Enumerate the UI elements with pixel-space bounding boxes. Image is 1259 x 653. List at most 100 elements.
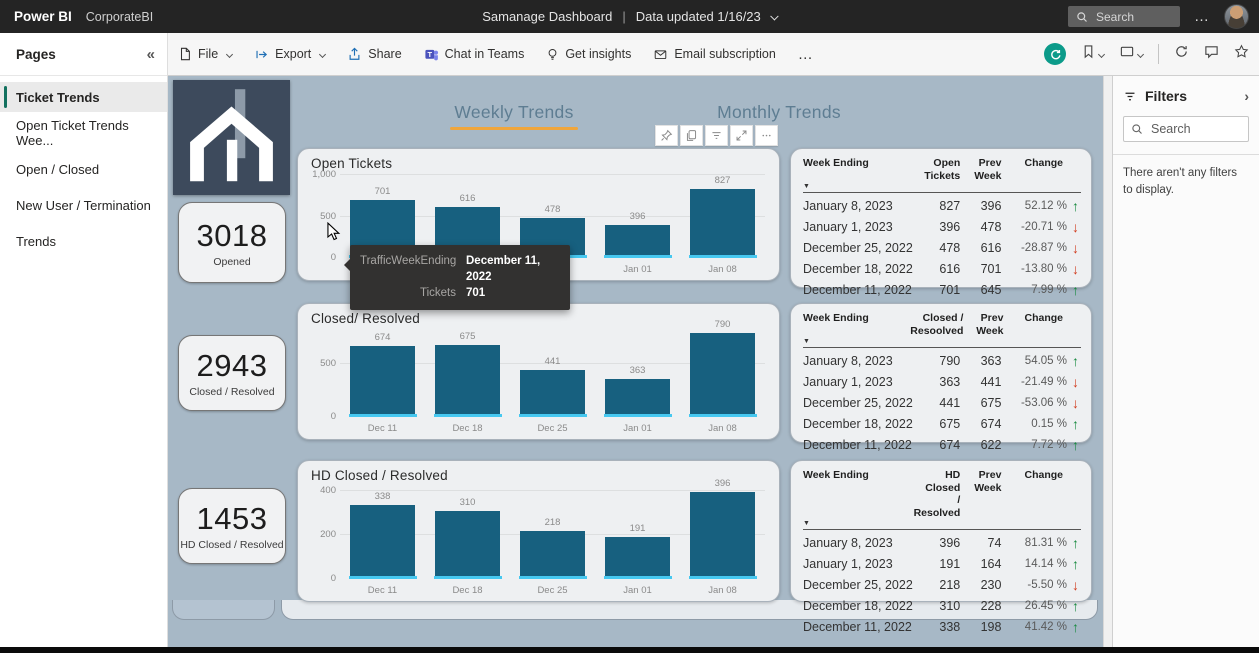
column-header[interactable]: Prev Week — [974, 157, 1002, 182]
pin-visual-icon[interactable] — [655, 125, 678, 146]
bar-jan-08[interactable]: 790 — [680, 319, 765, 417]
kpi-card-hd-closed-resolved[interactable]: 1453 HD Closed / Resolved — [178, 488, 286, 564]
bar[interactable] — [690, 492, 755, 577]
bar-jan-01[interactable]: 363 — [595, 330, 680, 417]
focus-mode-icon[interactable] — [730, 125, 753, 146]
vertical-scrollbar[interactable] — [1103, 76, 1112, 647]
bar-jan-01[interactable]: 191 — [595, 487, 680, 579]
menu-item-email-subscription[interactable]: Email subscription — [653, 47, 776, 61]
bar-jan-08[interactable]: 827 — [680, 175, 765, 258]
table-row[interactable]: December 18, 2022 310 228 26.45 % ↑ — [803, 595, 1081, 616]
visual-more-options-icon[interactable] — [755, 125, 778, 146]
kpi-card-closed-resolved[interactable]: 2943 Closed / Resolved — [178, 335, 286, 411]
sidebar-item-trends[interactable]: Trends — [0, 226, 167, 256]
table-row[interactable]: January 1, 2023 396 478 -20.71 % ↓ — [803, 216, 1081, 237]
sidebar-item-new-user-termination[interactable]: New User / Termination — [0, 190, 167, 220]
export-icon — [254, 48, 269, 61]
table-row[interactable]: December 11, 2022 338 198 41.42 % ↑ — [803, 616, 1081, 637]
bar[interactable] — [605, 225, 670, 256]
bar-jan-01[interactable]: 396 — [595, 175, 680, 258]
column-header[interactable]: Change — [1024, 312, 1063, 324]
bar[interactable] — [605, 537, 670, 577]
tab-weekly-trends[interactable]: Weekly Trends — [444, 102, 584, 130]
table-row[interactable]: January 1, 2023 191 164 14.14 % ↑ — [803, 553, 1081, 574]
bar[interactable] — [520, 531, 585, 577]
refresh-icon[interactable] — [1174, 44, 1189, 64]
menu-item-export[interactable]: Export — [254, 47, 327, 61]
user-avatar[interactable] — [1224, 4, 1249, 29]
table-panel-open-tickets[interactable]: Week Ending Open Tickets Prev Week Change ▼ Jan… — [790, 148, 1092, 297]
copy-visual-icon[interactable] — [680, 125, 703, 146]
column-header[interactable]: Open Tickets — [924, 157, 961, 182]
data-updated-label[interactable]: Data updated 1/16/23 — [635, 9, 761, 24]
column-header[interactable]: Closed / Resoolved — [910, 312, 964, 337]
bar-dec-11[interactable]: 674 — [340, 330, 425, 417]
table-panel-closed-resolved[interactable]: Week Ending Closed / Resoolved Prev Week Chan… — [790, 303, 1092, 452]
arrow-up-icon: ↑ — [1072, 352, 1079, 369]
column-header[interactable]: HD Closed / Resolved — [913, 469, 961, 519]
kpi-card-opened[interactable]: 3018 Opened — [178, 202, 286, 283]
bar[interactable] — [690, 333, 755, 415]
tab-monthly-trends[interactable]: Monthly Trends — [717, 102, 841, 122]
filters-search-input[interactable]: Search — [1123, 116, 1249, 142]
filter-visual-icon[interactable] — [705, 125, 728, 146]
table-panel-hd-closed-resolved[interactable]: Week Ending HD Closed / Resolved Prev Week Ch… — [790, 460, 1092, 634]
table-row[interactable]: January 8, 2023 396 74 81.31 % ↑ — [803, 532, 1081, 553]
table-row[interactable]: January 8, 2023 827 396 52.12 % ↑ — [803, 195, 1081, 216]
table-row[interactable]: December 18, 2022 616 701 -13.80 % ↓ — [803, 258, 1081, 279]
global-search-input[interactable]: Search — [1068, 6, 1180, 27]
collapse-pages-icon[interactable]: « — [146, 45, 155, 63]
bar[interactable] — [435, 511, 500, 577]
bar[interactable] — [350, 504, 415, 577]
column-header[interactable]: Prev Week — [974, 469, 1002, 494]
menu-item-share[interactable]: Share — [347, 47, 402, 61]
bar[interactable] — [690, 189, 755, 256]
menubar-more-icon[interactable]: … — [797, 45, 814, 63]
table-row[interactable]: December 11, 2022 674 622 7.72 % ↑ — [803, 434, 1081, 455]
column-header[interactable]: Change — [1024, 469, 1063, 481]
favorite-star-icon[interactable] — [1234, 44, 1249, 64]
bar-dec-18[interactable]: 675 — [425, 330, 510, 417]
chevron-down-icon[interactable] — [770, 11, 779, 21]
column-header[interactable]: Week Ending — [803, 469, 869, 481]
bar-data-label: 675 — [459, 331, 476, 343]
table-row[interactable]: January 8, 2023 790 363 54.05 % ↑ — [803, 350, 1081, 371]
chart-panel-open-tickets[interactable]: Open Tickets1,0005000701616478396827Dec … — [297, 148, 780, 281]
menu-item-get-insights[interactable]: Get insights — [546, 47, 631, 62]
sidebar-item-open-ticket-trends-wee[interactable]: Open Ticket Trends Wee... — [0, 118, 167, 148]
view-mode-icon[interactable] — [1119, 44, 1145, 64]
sidebar-item-ticket-trends[interactable]: Ticket Trends — [0, 82, 167, 112]
bar-dec-25[interactable]: 441 — [510, 330, 595, 417]
column-header[interactable]: Week Ending — [803, 312, 869, 324]
bar[interactable] — [605, 378, 670, 415]
workspace-name[interactable]: CorporateBI — [85, 9, 154, 24]
table-row[interactable]: December 25, 2022 218 230 -5.50 % ↓ — [803, 574, 1081, 595]
sidebar-item-open-closed[interactable]: Open / Closed — [0, 154, 167, 184]
menu-item-chat-in-teams[interactable]: T Chat in Teams — [424, 47, 524, 62]
table-row[interactable]: December 25, 2022 441 675 -53.06 % ↓ — [803, 392, 1081, 413]
bar[interactable] — [350, 345, 415, 415]
column-header[interactable]: Change — [1024, 157, 1063, 169]
refresh-visuals-icon[interactable] — [1044, 43, 1066, 65]
table-row[interactable]: December 18, 2022 675 674 0.15 % ↑ — [803, 413, 1081, 434]
bookmarks-icon[interactable] — [1081, 44, 1106, 64]
bar-baseline — [348, 414, 417, 417]
bar[interactable] — [435, 345, 500, 415]
x-axis-labels: Dec 11 Dec 18 Dec 25 Jan 01 Jan 08 — [340, 585, 765, 596]
column-header[interactable]: Week Ending — [803, 157, 869, 169]
bar-dec-25[interactable]: 218 — [510, 487, 595, 579]
bar[interactable] — [520, 370, 585, 415]
comments-icon[interactable] — [1204, 44, 1219, 64]
bar-dec-18[interactable]: 310 — [425, 487, 510, 579]
chart-panel-closed-resolved[interactable]: Closed/ Resolved 500 0 674 675 441 363 790 Dec 1… — [297, 303, 780, 440]
column-header[interactable]: Prev Week — [976, 312, 1004, 337]
bar-jan-08[interactable]: 396 — [680, 478, 765, 579]
table-row[interactable]: January 1, 2023 363 441 -21.49 % ↓ — [803, 371, 1081, 392]
table-row[interactable]: December 11, 2022 701 645 7.99 % ↑ — [803, 279, 1081, 300]
table-row[interactable]: December 25, 2022 478 616 -28.87 % ↓ — [803, 237, 1081, 258]
menu-item-file[interactable]: File — [178, 47, 234, 61]
collapse-filters-icon[interactable]: › — [1244, 88, 1249, 104]
chart-panel-hd-closed-resolved[interactable]: HD Closed / Resolved 400 200 0 338 310 218 191 3… — [297, 460, 780, 602]
more-options-icon[interactable]: … — [1194, 8, 1210, 25]
bar-dec-11[interactable]: 338 — [340, 487, 425, 579]
